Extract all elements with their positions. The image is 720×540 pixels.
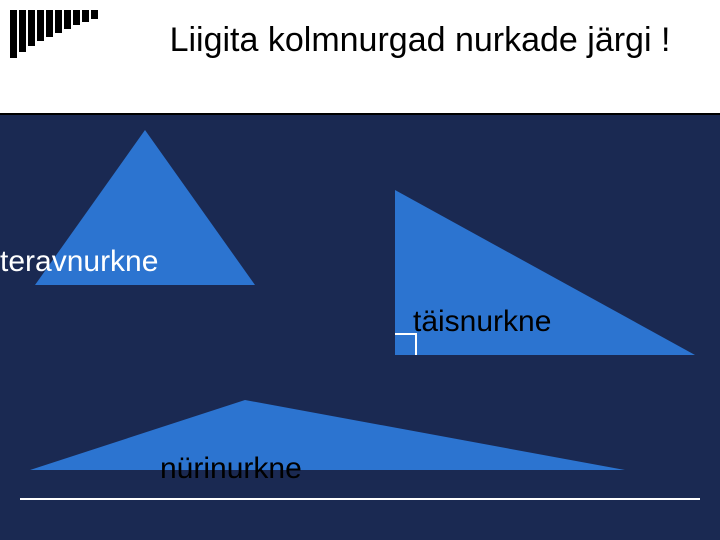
header-panel: Liigita kolmnurgad nurkade järgi ! (0, 0, 720, 115)
slide-title: Liigita kolmnurgad nurkade järgi ! (160, 20, 680, 61)
obtuse-triangle (30, 400, 625, 470)
bar-icon (64, 10, 71, 29)
bar-icon (10, 10, 17, 58)
obtuse-triangle-shape (30, 400, 625, 470)
bar-icon (37, 10, 44, 41)
decorative-bars (10, 10, 98, 58)
bar-icon (55, 10, 62, 33)
bar-icon (73, 10, 80, 25)
right-label: täisnurkne (413, 305, 551, 339)
obtuse-label: nürinurkne (160, 452, 302, 486)
footer-divider (20, 498, 700, 500)
acute-label: teravnurkne (0, 245, 158, 279)
bar-icon (28, 10, 35, 46)
bar-icon (82, 10, 89, 22)
bar-icon (46, 10, 53, 37)
bar-icon (19, 10, 26, 52)
bar-icon (91, 10, 98, 19)
